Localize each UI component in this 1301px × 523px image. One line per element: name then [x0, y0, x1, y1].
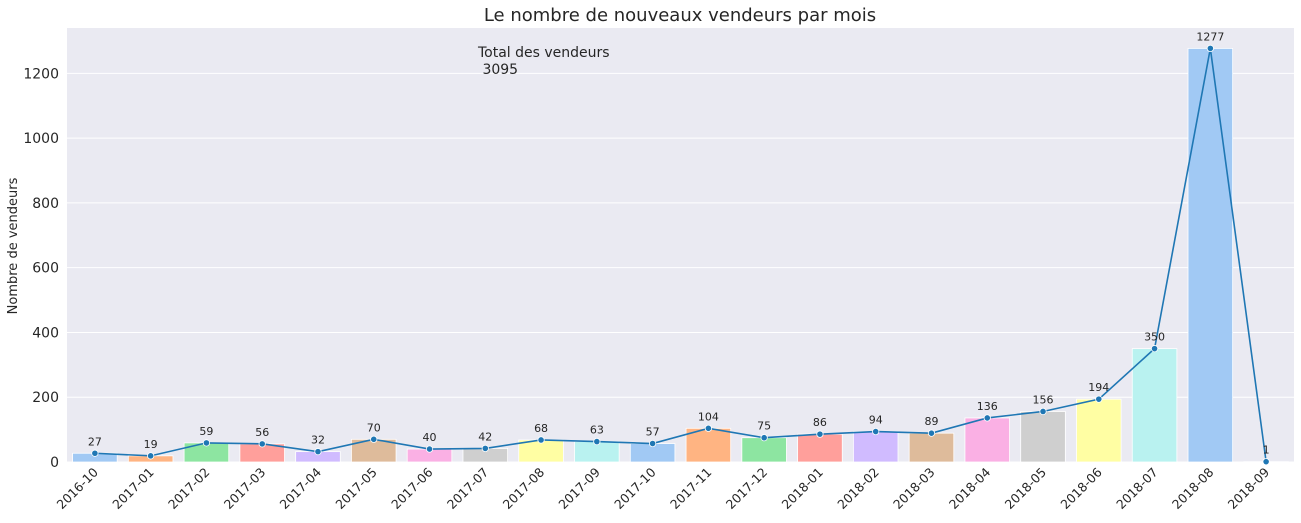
data-label: 19 [144, 438, 158, 451]
data-label: 1277 [1196, 30, 1224, 43]
line-point [816, 430, 824, 438]
y-axis-label: Nombre de vendeurs [6, 177, 21, 314]
annotation-line-2: 3095 [478, 62, 518, 78]
y-tick-label: 800 [32, 196, 59, 212]
x-tick-label: 2017-01 [109, 465, 157, 513]
x-tick-label: 2017-06 [388, 464, 436, 512]
data-label: 57 [646, 426, 660, 439]
line-point [258, 440, 266, 448]
y-tick-label: 200 [32, 390, 59, 406]
line-point [314, 448, 322, 456]
line-point [1262, 458, 1270, 466]
x-tick-label: 2016-10 [53, 464, 101, 512]
chart-title: Le nombre de nouveaux vendeurs par mois [484, 5, 876, 26]
data-label: 1 [1263, 444, 1270, 457]
line-point [1150, 345, 1159, 353]
y-tick-label: 0 [50, 455, 59, 471]
x-tick-label: 2018-01 [779, 465, 827, 513]
line-point [760, 434, 768, 442]
x-tick-label: 2018-02 [834, 465, 882, 513]
x-tick-label: 2017-08 [500, 464, 548, 512]
bar [1187, 48, 1234, 463]
bars [72, 48, 1289, 463]
x-tick-label: 2018-08 [1169, 464, 1217, 512]
x-tick-label: 2018-03 [890, 465, 938, 513]
x-tick-label: 2017-11 [667, 465, 715, 513]
line-point [147, 452, 155, 460]
bar [741, 437, 787, 463]
x-tick-label: 2017-12 [723, 465, 771, 513]
data-label: 94 [869, 414, 883, 427]
data-label: 75 [757, 420, 771, 433]
x-tick-label: 2017-02 [165, 465, 213, 513]
data-label: 86 [813, 416, 827, 429]
data-label: 136 [977, 400, 998, 413]
x-tick-label: 2017-04 [277, 464, 325, 512]
x-tick-label: 2017-09 [555, 464, 603, 512]
data-label: 68 [534, 422, 548, 435]
x-tick-label: 2018-04 [946, 464, 994, 512]
line-point [537, 436, 545, 444]
data-label: 194 [1088, 381, 1109, 394]
x-tick-label: 2018-05 [1002, 465, 1050, 513]
y-tick-label: 400 [32, 325, 59, 341]
line-point [649, 439, 657, 448]
x-tick-label: 2017-03 [221, 465, 269, 513]
series-points [91, 44, 1270, 466]
y-tick-label: 1000 [23, 131, 59, 147]
bar [1020, 411, 1066, 463]
line-point [983, 414, 991, 422]
annotation-line-1: Total des vendeurs [477, 45, 610, 61]
x-tick-labels: 2016-10 2017-01 2017-02 2017-03 2017-04 2017-… [53, 464, 1272, 512]
line-point [91, 449, 99, 457]
data-labels: 27 19 59 56 32 70 40 42 68 63 57 104 75 86 94 89 136 156 1… [88, 30, 1270, 456]
data-label: 59 [199, 425, 213, 438]
line-point [425, 445, 434, 453]
x-tick-label: 2017-05 [332, 465, 380, 513]
y-tick-label: 1200 [23, 66, 59, 82]
data-label: 89 [924, 415, 938, 428]
line-point [1095, 395, 1103, 403]
x-tick-label: 2017-07 [444, 465, 492, 513]
bar [852, 431, 899, 463]
data-label: 63 [590, 424, 604, 437]
line-point [1039, 407, 1047, 416]
data-label: 350 [1144, 331, 1165, 344]
data-label: 104 [698, 410, 719, 423]
line-point [704, 424, 712, 432]
line-point [1206, 44, 1214, 53]
line-point [202, 439, 211, 447]
x-tick-label: 2018-09 [1225, 464, 1273, 512]
data-label: 42 [478, 430, 492, 443]
data-label: 70 [367, 421, 381, 434]
line-point [370, 435, 378, 443]
bar [1131, 348, 1178, 463]
data-label: 156 [1033, 393, 1054, 406]
y-tick-label: 600 [32, 261, 59, 277]
bar [908, 432, 955, 463]
bar [1076, 398, 1122, 463]
bar [797, 433, 843, 463]
y-tick-labels: 0 200 400 600 800 1000 1200 [23, 66, 59, 471]
x-tick-label: 2018-06 [1057, 464, 1105, 512]
data-label: 32 [311, 434, 325, 447]
bar [964, 417, 1010, 463]
x-tick-label: 2018-07 [1113, 465, 1161, 513]
line-point [481, 444, 489, 452]
series-line [94, 48, 1267, 462]
line-point [927, 429, 936, 437]
plot-background [67, 28, 1294, 462]
data-label: 40 [423, 431, 437, 444]
data-label: 56 [255, 426, 269, 439]
line-point [872, 427, 880, 436]
bar [685, 427, 732, 463]
line-point [593, 437, 601, 446]
x-tick-label: 2017-10 [611, 464, 659, 512]
data-label: 27 [88, 435, 102, 448]
